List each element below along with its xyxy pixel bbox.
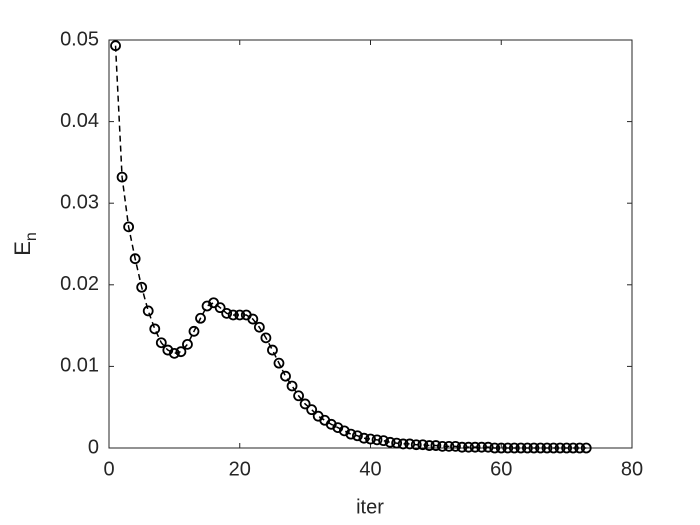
x-tick-label: 80 xyxy=(621,458,643,480)
data-marker xyxy=(561,442,573,454)
data-marker xyxy=(482,441,494,453)
x-tick-label: 20 xyxy=(229,458,251,480)
data-marker xyxy=(384,436,396,448)
x-tick-label: 60 xyxy=(490,458,512,480)
data-marker xyxy=(541,442,553,454)
data-marker xyxy=(188,325,200,337)
data-marker xyxy=(430,440,442,451)
data-marker xyxy=(293,390,304,402)
plot-frame xyxy=(108,39,633,449)
data-marker xyxy=(280,370,291,382)
data-marker xyxy=(456,441,468,453)
data-marker xyxy=(515,442,527,454)
data-marker xyxy=(567,442,579,454)
data-marker xyxy=(397,438,409,450)
data-marker xyxy=(502,442,514,454)
data-marker xyxy=(136,281,148,293)
data-marker xyxy=(260,332,272,344)
data-marker xyxy=(410,439,422,451)
data-marker xyxy=(182,338,193,350)
y-tick-label: 0.03 xyxy=(60,191,99,213)
data-marker xyxy=(365,433,376,445)
data-marker xyxy=(116,171,128,183)
y-tick-label: 0.02 xyxy=(60,273,99,295)
data-marker xyxy=(528,442,540,454)
data-marker xyxy=(175,346,187,358)
data-marker xyxy=(574,442,586,454)
data-marker xyxy=(580,442,592,454)
data-marker xyxy=(450,440,461,452)
data-marker xyxy=(306,404,318,416)
data-marker xyxy=(548,442,559,454)
data-marker xyxy=(299,398,311,410)
data-marker xyxy=(227,309,239,321)
data-marker xyxy=(554,442,566,454)
data-marker xyxy=(168,347,180,359)
x-tick-label: 0 xyxy=(103,458,114,480)
data-marker xyxy=(535,442,546,454)
x-axis-label: iter xyxy=(356,496,384,518)
data-marker xyxy=(214,302,226,314)
data-marker xyxy=(495,442,507,454)
data-marker xyxy=(417,439,429,451)
data-marker xyxy=(123,221,135,233)
data-marker xyxy=(129,253,141,265)
data-marker xyxy=(437,440,448,452)
data-marker xyxy=(155,337,167,349)
data-line xyxy=(114,45,587,449)
data-marker xyxy=(352,430,363,442)
data-marker xyxy=(149,323,161,335)
data-marker xyxy=(469,441,481,453)
data-marker xyxy=(489,442,501,454)
data-marker xyxy=(247,313,259,325)
data-marker xyxy=(267,344,278,356)
data-marker xyxy=(273,357,285,369)
data-marker xyxy=(476,441,488,453)
data-marker xyxy=(371,434,383,446)
y-tick-label: 0 xyxy=(88,436,99,458)
data-marker xyxy=(234,309,246,321)
y-axis-label-subscript: n xyxy=(23,232,40,241)
y-tick-label: 0.05 xyxy=(60,28,99,50)
data-marker xyxy=(253,321,265,333)
data-marker xyxy=(443,440,455,452)
data-marker xyxy=(522,442,533,454)
y-tick-label: 0.04 xyxy=(60,110,99,132)
data-marker xyxy=(345,428,357,440)
data-marker xyxy=(508,442,520,454)
data-marker xyxy=(463,441,474,453)
data-marker xyxy=(404,438,416,450)
data-marker xyxy=(110,40,121,52)
data-marker xyxy=(142,305,154,317)
data-marker xyxy=(195,312,206,324)
data-marker xyxy=(221,307,233,319)
data-marker xyxy=(358,432,370,444)
y-axis-label-main: E xyxy=(10,241,35,256)
data-marker xyxy=(286,380,298,392)
y-axis-label: En xyxy=(10,232,40,256)
data-marker xyxy=(391,437,403,449)
data-marker xyxy=(378,435,389,447)
y-tick-label: 0.01 xyxy=(60,355,99,377)
data-marker xyxy=(423,440,435,451)
x-tick-label: 40 xyxy=(359,458,381,480)
